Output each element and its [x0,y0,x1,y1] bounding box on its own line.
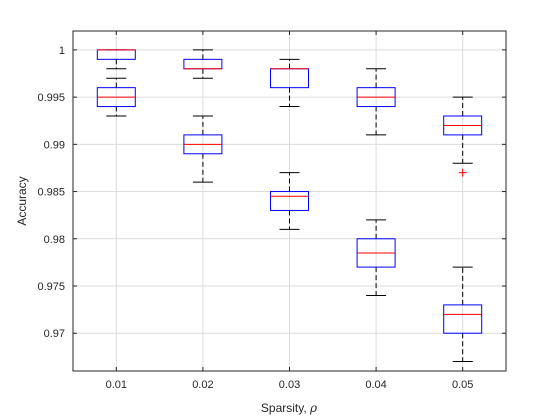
x-tick-label: 0.04 [365,379,386,391]
box [183,115,223,183]
box [96,77,136,117]
y-tick-label: 1 [59,45,65,57]
box-iqr [270,191,309,211]
box-series [96,49,483,363]
box [356,68,396,136]
x-tick-label: 0.01 [106,379,127,391]
y-tick-label: 0.995 [37,92,65,104]
x-tick-label: 0.02 [192,379,213,391]
y-axis-label: Accuracy [15,176,29,225]
grid-lines [73,31,506,371]
box [183,49,223,79]
y-tick-label: 0.97 [44,328,65,340]
y-tick-label: 0.975 [37,281,65,293]
box [443,266,483,363]
x-axis-label: Sparsity, ρ [261,401,317,415]
box [356,219,396,296]
y-tick-label: 0.98 [44,234,65,246]
x-tick-label: 0.03 [279,379,300,391]
axis-ticks: 0.01 0.02 0.03 0.04 0.05 0.97 0.975 0.98 0.985 0.… [37,31,506,391]
x-tick-label: 0.05 [452,379,473,391]
box-iqr [443,304,483,334]
y-tick-label: 0.99 [44,139,65,151]
y-tick-label: 0.985 [37,187,65,199]
box [443,96,483,177]
box [270,58,309,108]
x-axis-label-symbol: ρ [309,401,317,415]
box [96,49,136,70]
box [270,172,309,230]
x-axis-label-text: Sparsity, [261,401,310,415]
